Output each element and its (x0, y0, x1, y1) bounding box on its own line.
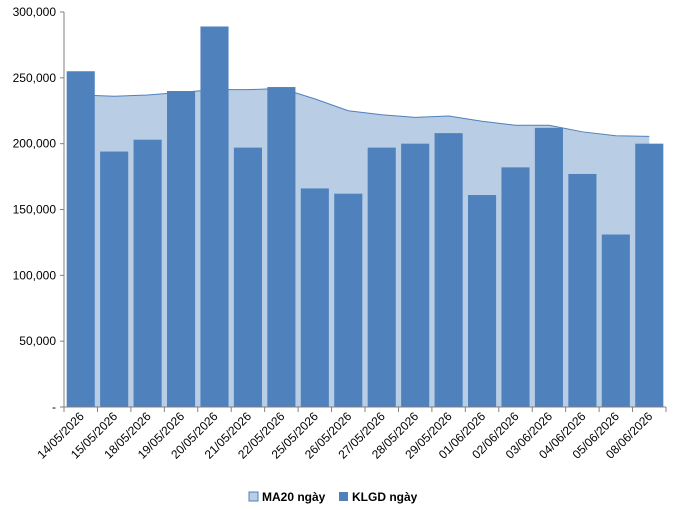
legend-swatch-ma20 (248, 491, 259, 502)
y-tick-label: 100,000 (13, 268, 57, 282)
y-tick-label: 200,000 (13, 137, 57, 151)
bar-klgd (167, 91, 196, 407)
y-axis: - 50,000 100,000 150,000 200,000 250,000 300,0… (13, 5, 65, 414)
bar-klgd (534, 127, 563, 407)
legend: MA20 ngày KLGD ngày (248, 490, 418, 504)
y-tick-label: 300,000 (13, 5, 57, 19)
bar-klgd (401, 143, 430, 407)
legend-label-ma20: MA20 ngày (262, 490, 326, 504)
ma20-area (80, 88, 650, 407)
bar-klgd (434, 133, 463, 407)
y-tick-label: 50,000 (19, 334, 56, 348)
bar-klgd (200, 26, 229, 407)
x-axis: 14/05/202615/05/202618/05/202619/05/2026… (34, 406, 667, 462)
bar-klgd (66, 71, 95, 407)
y-tick-label: 150,000 (13, 203, 57, 217)
bar-klgd (568, 173, 597, 407)
bar-klgd (501, 167, 530, 407)
klgd-bar-series (66, 26, 664, 408)
y-tick-label: 250,000 (13, 71, 57, 85)
bar-klgd (133, 139, 162, 407)
bar-klgd (300, 188, 329, 407)
bar-klgd (267, 87, 296, 408)
ma20-area-series (80, 87, 650, 407)
legend-label-klgd: KLGD ngày (352, 490, 418, 504)
bar-klgd (468, 195, 497, 407)
bar-klgd (367, 147, 396, 407)
bar-klgd (233, 147, 262, 407)
bar-klgd (100, 151, 129, 407)
bar-klgd (334, 193, 363, 407)
bar-klgd (635, 143, 664, 407)
y-tick-label: - (52, 400, 56, 414)
bar-klgd (601, 234, 630, 407)
legend-swatch-klgd (339, 492, 348, 501)
